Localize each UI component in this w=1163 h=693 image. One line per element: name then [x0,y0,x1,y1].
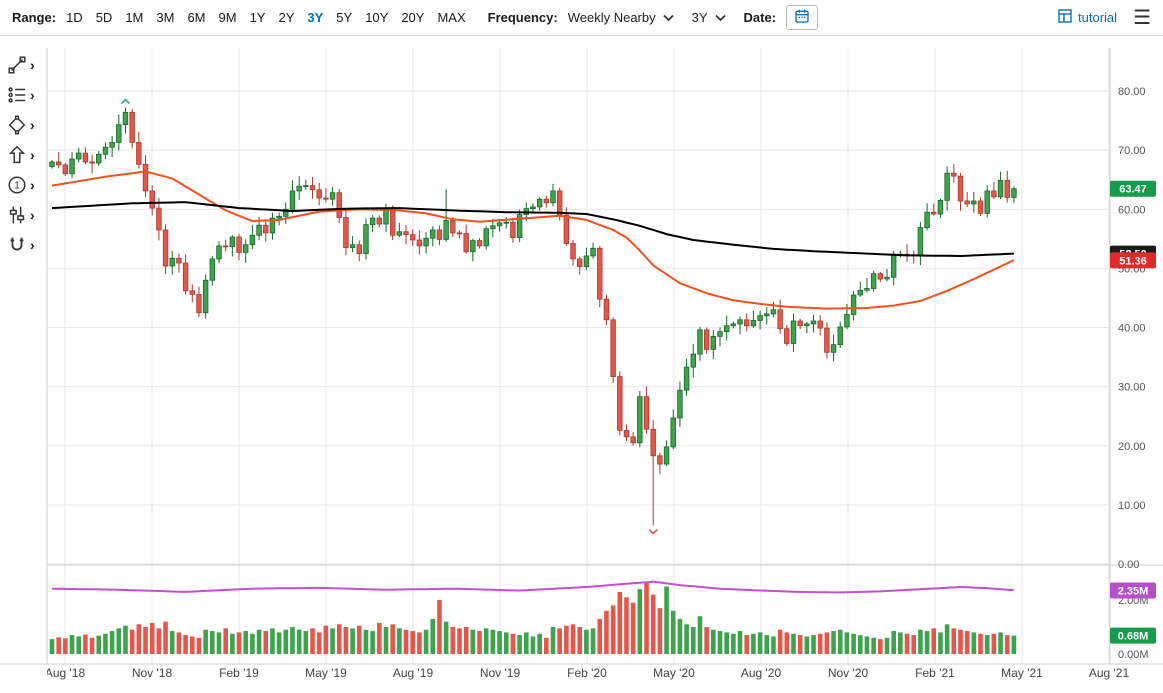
range-9m[interactable]: 9M [218,10,237,25]
svg-text:Aug '19: Aug '19 [393,666,434,680]
x-axis-labels: Aug '18 Nov '18 Feb '19 May '19 Aug '19 Nov '… [45,666,1130,680]
range-1y[interactable]: 1Y [249,10,266,25]
volume-ma-line [51,580,1014,594]
svg-text:Nov '18: Nov '18 [132,666,173,680]
svg-text:Feb '20: Feb '20 [567,666,607,680]
svg-text:May '20: May '20 [653,666,695,680]
svg-text:63.47: 63.47 [1119,184,1147,196]
svg-text:Aug '20: Aug '20 [741,666,782,680]
range-max[interactable]: MAX [437,10,466,25]
svg-text:60.00: 60.00 [1118,204,1146,216]
svg-text:May '19: May '19 [305,666,347,680]
price-badges: 63.4752.5051.36 [1110,180,1156,269]
zoom-value: 3Y [691,10,708,25]
topbar: Range: 1D 5D 1M 3M 6M 9M 1Y 2Y 3Y 5Y 10Y 20Y MAX Fre… [0,0,1163,36]
svg-text:0.00: 0.00 [1118,559,1139,571]
range-2y[interactable]: 2Y [278,10,295,25]
svg-text:51.36: 51.36 [1119,255,1147,267]
svg-text:0.68M: 0.68M [1118,631,1149,643]
chevron-down-icon [662,14,674,22]
zoom-dropdown[interactable]: 3Y [692,10,726,25]
frequency-value: Weekly Nearby [567,10,656,25]
svg-text:10.00: 10.00 [1118,500,1146,512]
chevron-right-icon: › [30,87,35,103]
svg-text:Nov '20: Nov '20 [828,666,869,680]
svg-text:Nov '19: Nov '19 [480,666,521,680]
plot-area[interactable] [47,48,1110,664]
calendar-icon [794,8,810,27]
price-axis-labels: 80.0070.0060.0050.0040.0030.0020.0010.00… [1118,86,1149,661]
svg-text:Aug '21: Aug '21 [1089,666,1130,680]
svg-text:Feb '19: Feb '19 [219,666,259,680]
date-label: Date: [743,10,777,25]
number-one-icon: 1 [8,176,26,194]
tutorial-icon [1058,9,1072,26]
range-5d[interactable]: 5D [95,10,113,25]
range-1d[interactable]: 1D [66,10,83,25]
menu-icon[interactable]: ☰ [1133,6,1151,29]
shapes-icon [8,115,26,135]
frequency-dropdown[interactable]: Weekly Nearby [568,10,674,25]
svg-text:70.00: 70.00 [1118,145,1146,157]
svg-text:20.00: 20.00 [1118,441,1146,453]
chevron-right-icon: › [30,147,35,163]
svg-text:2.35M: 2.35M [1118,586,1149,598]
trendline-tool[interactable]: › [6,54,35,76]
range-1m[interactable]: 1M [125,10,144,25]
grid-layer [47,48,1110,664]
high-marker [120,98,131,105]
ma-black-line [51,201,1014,258]
frequency-label: Frequency: [487,10,558,25]
range-label: Range: [12,10,57,25]
chevron-right-icon: › [30,117,35,133]
annotations-icon [8,87,26,103]
volume-badges: 2.35M 0.68M [1110,582,1156,644]
panel-borders [0,48,1163,665]
svg-text:1: 1 [14,181,20,192]
tutorial-label: tutorial [1078,10,1118,25]
trendline-icon [8,56,26,74]
chevron-right-icon: › [30,207,35,223]
tutorial-link[interactable]: tutorial [1058,9,1117,26]
magnet-tool[interactable]: › [6,234,35,256]
drawing-tools-panel: › › › › 1 › › › [6,54,35,256]
sliders-icon [9,206,25,224]
range-20y[interactable]: 20Y [401,10,425,25]
date-picker-button[interactable] [786,5,819,30]
svg-text:May '21: May '21 [1001,666,1043,680]
shapes-tool[interactable]: › [6,114,35,136]
svg-text:Aug '18: Aug '18 [45,666,86,680]
volume-bars-layer [49,582,1017,654]
chevron-right-icon: › [30,237,35,253]
ma-red-line [51,170,1015,310]
high-low-markers [120,98,658,535]
low-marker [648,529,658,535]
range-selector: 1D 5D 1M 3M 6M 9M 1Y 2Y 3Y 5Y 10Y 20Y MAX [66,10,466,25]
chevron-right-icon: › [30,57,35,73]
range-3y[interactable]: 3Y [307,10,324,25]
svg-text:0.00M: 0.00M [1118,649,1149,661]
svg-text:80.00: 80.00 [1118,86,1146,98]
indicator-settings-tool[interactable]: › [6,204,35,226]
magnet-icon [10,237,24,251]
svg-text:30.00: 30.00 [1118,382,1146,394]
arrow-icon [8,145,26,164]
range-10y[interactable]: 10Y [365,10,389,25]
chevron-down-icon [714,14,726,22]
candles-layer [49,107,1017,526]
range-3m[interactable]: 3M [156,10,175,25]
arrow-tool[interactable]: › [6,144,35,166]
range-6m[interactable]: 6M [187,10,206,25]
chevron-right-icon: › [30,177,35,193]
svg-text:40.00: 40.00 [1118,323,1146,335]
range-5y[interactable]: 5Y [336,10,353,25]
svg-text:Feb '21: Feb '21 [915,666,955,680]
numbered-label-tool[interactable]: 1 › [6,174,35,196]
annotations-tool[interactable]: › [6,84,35,106]
